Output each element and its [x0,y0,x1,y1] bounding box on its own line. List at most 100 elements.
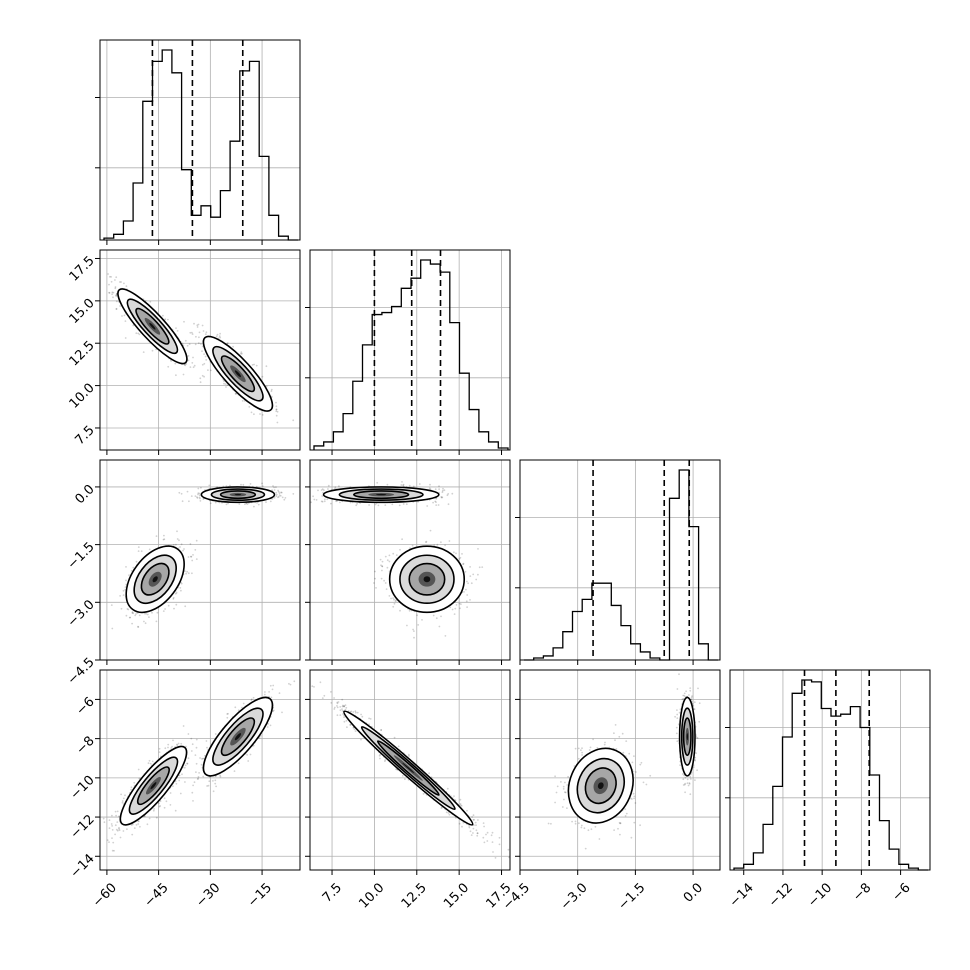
scatter-point [270,696,273,699]
scatter-point [374,503,377,506]
contour-group-mode-1 [202,335,274,412]
scatter-point [145,613,148,615]
y-tick-label: 15.0 [67,296,98,327]
scatter-point [184,605,187,608]
scatter-point [368,504,370,506]
scatter-point [164,608,167,610]
scatter-point [135,824,138,826]
scatter-point [405,503,408,506]
scatter-point [165,800,168,803]
scatter-point [198,336,200,339]
scatter-point [121,800,124,802]
scatter-point [132,612,135,615]
scatter-point [198,772,201,774]
y-tick-label: 0.0 [72,482,97,507]
histogram-step-line [733,679,928,871]
scatter-point [283,498,286,501]
scatter-point [248,406,251,408]
scatter-point [269,684,272,687]
scatter-point [131,823,134,826]
scatter-point [167,365,170,368]
panel-frame [729,669,931,871]
y-axis-ticks-0-2: −4.5−3.0−1.50.0 [65,482,100,688]
scatter-point [182,549,184,552]
scatter-point [384,504,387,506]
scatter-point [180,492,183,495]
scatter-point [116,829,119,832]
scatter-point [441,489,444,492]
density-peak-core [234,733,242,741]
scatter-point [139,825,141,828]
scatter-point [172,739,174,742]
scatter-point [265,365,268,368]
scatter-point [118,815,120,818]
scatter-point [277,490,280,493]
scatter-point [127,608,130,611]
scatter-point [440,496,443,499]
histogram-step-line [103,49,298,241]
scatter-point [197,323,200,326]
scatter-point [355,504,358,507]
x-tick-label: −14 [727,880,757,910]
scatter-point [412,485,415,488]
scatter-point [124,794,126,797]
scatter-point [201,363,204,366]
scatter-point [185,363,188,365]
scatter-point [138,614,141,617]
scatter-point [190,495,193,497]
scatter-point [237,709,240,712]
scatter-point [244,503,246,506]
scatter-point [323,500,326,503]
scatter-point [226,384,229,386]
scatter-point [120,793,122,796]
scatter-point [204,333,207,336]
scatter-point [164,747,167,750]
scatter-point [271,489,273,492]
scatter-point [219,332,222,335]
scatter-point [143,612,146,615]
scatter-point [202,775,205,778]
scatter-point [199,381,202,384]
scatter-point [255,364,258,367]
scatter-point [275,410,278,412]
scatter-point [167,318,169,321]
scatter-point [197,492,200,495]
scatter-point [186,762,189,765]
scatter-point [195,335,197,338]
scatter-point [121,315,123,317]
scatter-point [114,279,116,281]
scatter-point [272,710,274,713]
scatter-point [321,495,324,497]
scatter-point [181,500,184,503]
scatter-point [111,627,114,630]
scatter-point [418,483,421,485]
density-peak-core [149,322,156,330]
scatter-point [178,539,180,542]
scatter-point [132,566,135,569]
y-axis-ticks-0-3: −14−12−10−8−6 [68,694,100,881]
scatter-point [232,345,235,348]
scatter-point [163,797,166,800]
scatter-point [289,683,292,686]
x-axis-ticks-0 [106,240,263,245]
scatter-point [447,503,450,506]
scatter-point [137,820,140,823]
scatter-point [349,501,352,504]
scatter-panel-0-1 [99,249,301,451]
y-tick-label: −12 [68,812,98,842]
scatter-point [315,499,318,501]
scatter-point [247,760,250,762]
panel-frame [519,459,721,661]
scatter-point [180,742,183,745]
scatter-point [190,750,193,752]
scatter-point [249,753,252,756]
scatter-point [175,543,177,546]
x-tick-label: −12 [766,880,796,910]
scatter-point [110,823,113,825]
scatter-point [163,534,165,537]
scatter-point [203,362,206,365]
x-axis-ticks-0-2 [106,660,263,665]
scatter-point [275,414,278,417]
scatter-point [167,743,170,746]
scatter-point [191,743,194,746]
